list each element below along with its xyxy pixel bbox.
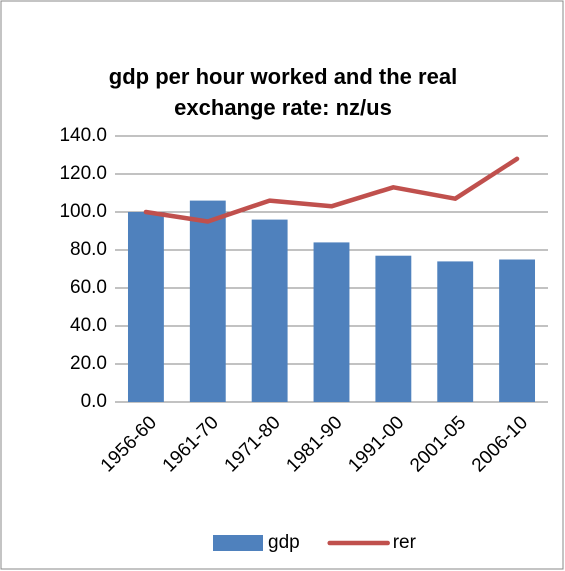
bar (251, 219, 288, 402)
bar (127, 212, 164, 402)
legend-marker (213, 535, 263, 551)
y-tick-label: 120.0 (59, 163, 107, 184)
y-tick-label: 0.0 (81, 391, 107, 412)
bar (375, 255, 412, 402)
y-tick-label: 140.0 (59, 125, 107, 146)
y-tick-label: 60.0 (70, 277, 107, 298)
line (143, 156, 520, 224)
y-tick-label: 40.0 (70, 315, 107, 336)
y-tick-label: 80.0 (70, 239, 107, 260)
y-tick-label: 100.0 (59, 201, 107, 222)
chart-title: exchange rate: nz/us (174, 95, 392, 120)
bar (437, 261, 474, 402)
chart-title: gdp per hour worked and the real (109, 64, 457, 89)
y-tick-label: 20.0 (70, 353, 107, 374)
bar (189, 200, 226, 402)
bar (313, 242, 350, 402)
bar (499, 259, 536, 402)
legend-label: rer (393, 532, 417, 553)
legend-label: gdp (268, 532, 300, 553)
